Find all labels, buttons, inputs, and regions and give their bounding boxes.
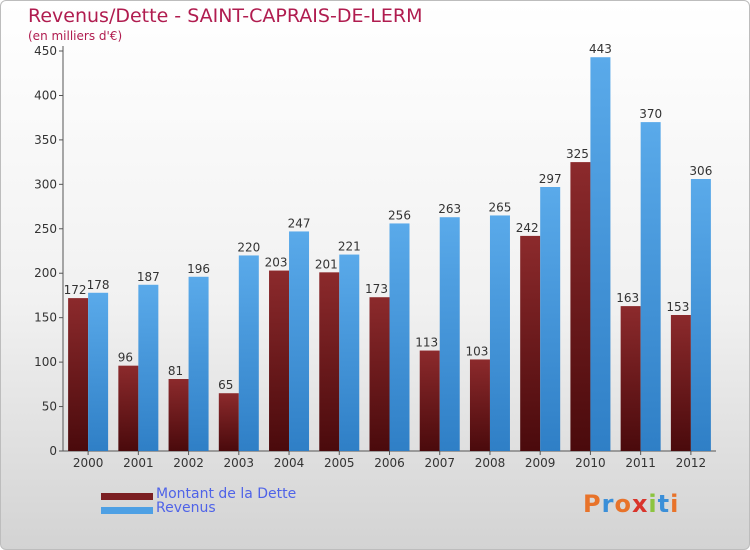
data-label-revenus: 306	[689, 164, 712, 178]
data-label-dette: 173	[365, 282, 388, 296]
bar-dette	[319, 272, 340, 451]
bar-dette	[168, 379, 189, 451]
bar-revenus	[590, 57, 611, 451]
bar-revenus	[88, 292, 109, 451]
legend-swatch-revenus	[101, 507, 153, 514]
y-tick-label: 400	[34, 88, 57, 102]
bar-dette	[68, 298, 89, 451]
x-tick-label: 2012	[676, 456, 707, 470]
x-tick-label: 2003	[224, 456, 255, 470]
y-tick-label: 100	[34, 355, 57, 369]
data-label-revenus: 297	[539, 172, 562, 186]
x-tick-label: 2006	[374, 456, 405, 470]
data-label-revenus: 443	[589, 42, 612, 56]
data-label-dette: 201	[315, 257, 338, 271]
y-tick-label: 350	[34, 133, 57, 147]
bar-revenus	[640, 122, 661, 451]
bar-dette	[218, 393, 239, 451]
bar-dette	[419, 350, 440, 451]
y-tick-label: 0	[49, 444, 57, 458]
data-label-revenus: 247	[288, 216, 311, 230]
data-label-dette: 163	[616, 291, 639, 305]
bar-revenus	[389, 223, 410, 451]
bar-revenus	[540, 187, 561, 451]
y-tick-label: 250	[34, 222, 57, 236]
data-label-dette: 242	[516, 221, 539, 235]
data-label-revenus: 187	[137, 270, 160, 284]
logo-letter: i	[648, 490, 658, 518]
data-label-dette: 65	[218, 378, 233, 392]
logo-letter: x	[631, 490, 649, 518]
y-tick-label: 200	[34, 266, 57, 280]
legend-label-revenus: Revenus	[156, 500, 216, 516]
data-label-revenus: 263	[438, 202, 461, 216]
chart-subtitle: (en milliers d'€)	[28, 29, 123, 43]
data-label-dette: 103	[466, 344, 489, 358]
data-label-revenus: 221	[338, 240, 361, 254]
y-tick-label: 50	[42, 400, 57, 414]
x-tick-label: 2002	[173, 456, 204, 470]
x-tick-label: 2007	[424, 456, 455, 470]
x-tick-label: 2000	[73, 456, 104, 470]
x-tick-label: 2011	[625, 456, 656, 470]
bar-dette	[670, 315, 691, 451]
data-label-dette: 113	[415, 336, 438, 350]
legend-label-dette: Montant de la Dette	[156, 486, 297, 502]
data-label-revenus: 256	[388, 208, 411, 222]
data-label-dette: 172	[64, 283, 87, 297]
data-label-dette: 96	[118, 351, 133, 365]
logo-letter: o	[614, 490, 632, 518]
chart-title: Revenus/Dette - SAINT-CAPRAIS-DE-LERM	[28, 5, 423, 27]
proxiti-logo: Proxiti	[583, 490, 679, 518]
logo-letter: r	[601, 490, 615, 518]
data-label-revenus: 370	[639, 107, 662, 121]
bar-dette	[118, 365, 139, 451]
data-label-dette: 325	[566, 147, 589, 161]
bar-revenus	[439, 217, 460, 451]
bar-dette	[269, 270, 290, 451]
legend-swatch-dette	[101, 493, 153, 500]
x-tick-label: 2004	[274, 456, 305, 470]
bar-dette	[369, 297, 390, 451]
bar-revenus	[238, 255, 259, 451]
bar-revenus	[339, 254, 360, 451]
x-tick-label: 2008	[475, 456, 506, 470]
x-tick-label: 2001	[123, 456, 154, 470]
bar-revenus	[489, 215, 510, 451]
bar-dette	[570, 162, 591, 451]
logo-letter: i	[670, 490, 680, 518]
y-tick-label: 450	[34, 44, 57, 58]
bar-revenus	[690, 179, 711, 451]
logo-letter: P	[583, 490, 602, 518]
logo-letter: t	[657, 490, 671, 518]
data-label-dette: 203	[265, 256, 288, 270]
data-label-dette: 153	[666, 300, 689, 314]
bar-revenus	[289, 231, 310, 451]
bar-dette	[620, 306, 641, 451]
data-label-revenus: 178	[87, 278, 110, 292]
bar-revenus	[138, 284, 159, 451]
x-tick-label: 2009	[525, 456, 556, 470]
data-label-revenus: 220	[237, 240, 260, 254]
data-label-revenus: 196	[187, 262, 210, 276]
bar-chart: 0 50 100 150 200 250 300 350 400 450 2000 172 178 200…	[34, 42, 716, 470]
data-label-dette: 81	[168, 364, 183, 378]
x-tick-label: 2010	[575, 456, 606, 470]
data-label-revenus: 265	[489, 200, 512, 214]
x-tick-label: 2005	[324, 456, 355, 470]
bar-revenus	[188, 276, 209, 451]
bar-dette	[469, 359, 490, 451]
y-tick-label: 300	[34, 177, 57, 191]
y-tick-label: 150	[34, 311, 57, 325]
bar-dette	[520, 235, 541, 451]
